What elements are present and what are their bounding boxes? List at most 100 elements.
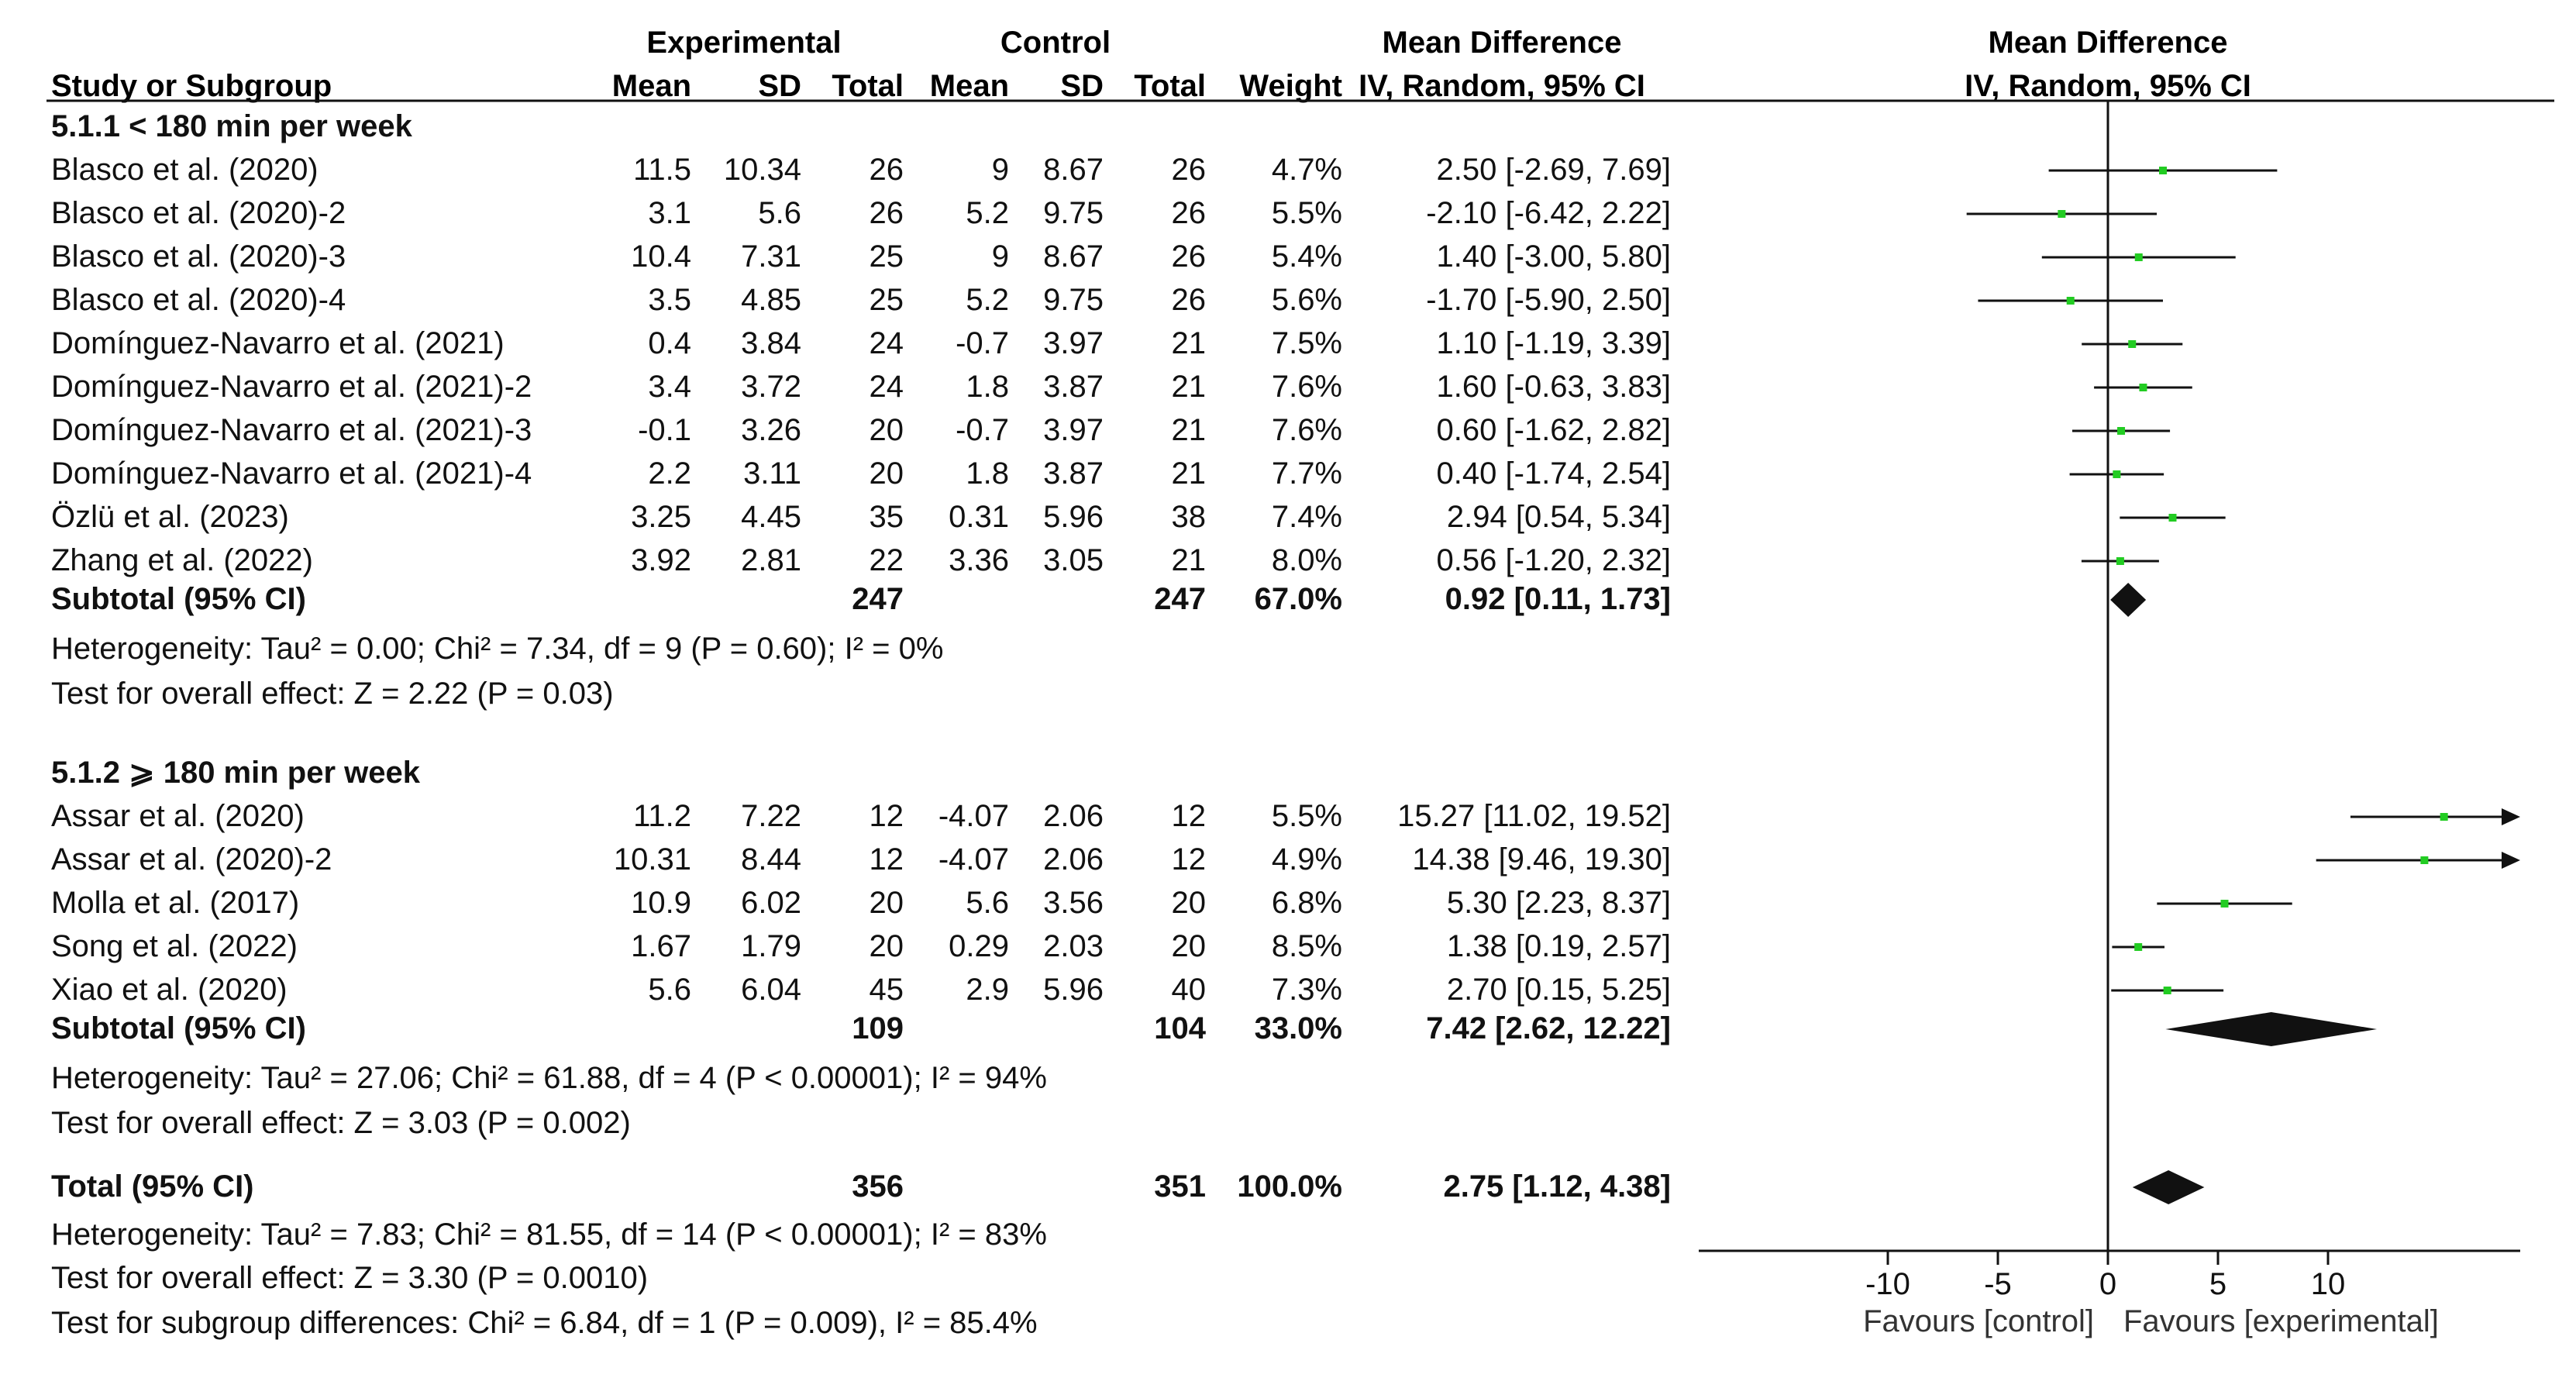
mean-experimental: 10.4 [631, 239, 691, 274]
total-experimental: 25 [870, 283, 904, 317]
subtotal-total-experimental: 247 [852, 582, 904, 616]
total-experimental: 12 [870, 842, 904, 877]
study-ci-text: 2.50 [-2.69, 7.69] [1437, 153, 1671, 187]
effect-marker [2163, 987, 2171, 994]
mean-experimental: 3.4 [648, 370, 691, 404]
mean-experimental: 0.4 [648, 326, 691, 360]
overall-effect-text: Test for overall effect: Z = 2.22 (P = 0… [51, 677, 614, 711]
subtotal-ci-text: 7.42 [2.62, 12.22] [1426, 1011, 1671, 1045]
mean-experimental: 10.9 [631, 886, 691, 920]
effect-marker [2066, 297, 2075, 305]
sd-control: 9.75 [1043, 196, 1104, 230]
mean-control: 5.2 [966, 283, 1009, 317]
study-name: Assar et al. (2020) [51, 799, 305, 833]
sd-experimental: 6.02 [741, 886, 801, 920]
axis-tick-label: 0 [2099, 1267, 2116, 1301]
total-overall-effect-text: Test for overall effect: Z = 3.30 (P = 0… [51, 1261, 648, 1295]
study-column-header: Study or Subgroup [51, 69, 332, 103]
effect-marker [2134, 253, 2143, 261]
study-ci-text: 1.10 [-1.19, 3.39] [1437, 326, 1671, 360]
study-ci-text: 14.38 [9.46, 19.30] [1412, 842, 1671, 877]
subtotal-total-control: 247 [1154, 582, 1206, 616]
total-weight: 100.0% [1237, 1169, 1342, 1204]
sd-experimental: 3.26 [741, 413, 801, 447]
mean-experimental: 5.6 [648, 973, 691, 1007]
ci-overflow-arrow [2502, 852, 2520, 869]
total-total-experimental: 356 [852, 1169, 904, 1204]
study-name: Domínguez-Navarro et al. (2021) [51, 326, 505, 360]
sd-e-header: SD [758, 69, 801, 103]
subgroup-title: 5.1.2 ⩾ 180 min per week [51, 756, 421, 790]
mean-experimental: 1.67 [631, 929, 691, 963]
total-experimental: 20 [870, 886, 904, 920]
sd-control: 3.97 [1043, 413, 1104, 447]
mean-control: -4.07 [938, 799, 1009, 833]
study-name: Assar et al. (2020)-2 [51, 842, 332, 877]
mean-experimental: 10.31 [614, 842, 691, 877]
mean-experimental: 3.1 [648, 196, 691, 230]
sd-control: 5.96 [1043, 500, 1104, 534]
plot-method-header: IV, Random, 95% CI [1965, 69, 2251, 103]
total-control: 21 [1172, 413, 1207, 447]
mean-experimental: 3.5 [648, 283, 691, 317]
study-name: Song et al. (2022) [51, 929, 298, 963]
weight-header: Weight [1239, 69, 1342, 103]
effect-marker [2220, 900, 2229, 908]
total-label: Total (95% CI) [51, 1169, 254, 1204]
mean-experimental: 11.2 [633, 799, 691, 833]
sd-experimental: 3.11 [743, 456, 801, 491]
study-weight: 4.9% [1272, 842, 1342, 877]
sd-control: 8.67 [1043, 239, 1104, 274]
sd-control: 3.97 [1043, 326, 1104, 360]
total-e-header: Total [832, 69, 904, 103]
total-experimental: 22 [870, 543, 904, 577]
study-name: Blasco et al. (2020) [51, 153, 319, 187]
total-experimental: 20 [870, 456, 904, 491]
heterogeneity-text: Heterogeneity: Tau² = 27.06; Chi² = 61.8… [51, 1061, 1047, 1095]
sd-control: 3.05 [1043, 543, 1104, 577]
total-experimental: 25 [870, 239, 904, 274]
mean-control: 5.6 [966, 886, 1009, 920]
sd-control: 2.06 [1043, 799, 1104, 833]
axis-tick-label: -10 [1865, 1267, 1910, 1301]
sd-control: 2.03 [1043, 929, 1104, 963]
sd-experimental: 7.31 [741, 239, 801, 274]
mean-e-header: Mean [612, 69, 691, 103]
total-control: 12 [1172, 799, 1207, 833]
mean-experimental: 2.2 [648, 456, 691, 491]
study-weight: 6.8% [1272, 886, 1342, 920]
mean-control: 9 [992, 153, 1009, 187]
total-control: 21 [1172, 543, 1207, 577]
table-rows: 5.1.1 < 180 min per week Blasco et al. (2… [51, 109, 1671, 1340]
sd-experimental: 6.04 [741, 973, 801, 1007]
axis-tick-label: 10 [2311, 1267, 2346, 1301]
study-name: Molla et al. (2017) [51, 886, 299, 920]
mean-control: -0.7 [956, 326, 1009, 360]
total-experimental: 24 [870, 370, 904, 404]
effect-marker [2116, 557, 2124, 565]
total-experimental: 26 [870, 153, 904, 187]
sd-experimental: 5.6 [758, 196, 801, 230]
study-weight: 7.6% [1272, 370, 1342, 404]
total-experimental: 20 [870, 929, 904, 963]
sd-experimental: 7.22 [741, 799, 801, 833]
sd-control: 9.75 [1043, 283, 1104, 317]
total-experimental: 12 [870, 799, 904, 833]
total-ci-text: 2.75 [1.12, 4.38] [1443, 1169, 1671, 1204]
study-weight: 7.4% [1272, 500, 1342, 534]
study-ci-text: 5.30 [2.23, 8.37] [1447, 886, 1671, 920]
sd-control: 3.87 [1043, 370, 1104, 404]
study-name: Domínguez-Navarro et al. (2021)-3 [51, 413, 532, 447]
total-control: 40 [1172, 973, 1207, 1007]
sd-experimental: 4.45 [741, 500, 801, 534]
mean-control: 0.29 [949, 929, 1009, 963]
study-weight: 4.7% [1272, 153, 1342, 187]
study-name: Blasco et al. (2020)-3 [51, 239, 346, 274]
sd-control: 3.87 [1043, 456, 1104, 491]
study-ci-text: -2.10 [-6.42, 2.22] [1426, 196, 1671, 230]
mean-control: 1.8 [966, 370, 1009, 404]
heterogeneity-text: Heterogeneity: Tau² = 0.00; Chi² = 7.34,… [51, 632, 943, 666]
total-experimental: 26 [870, 196, 904, 230]
study-ci-text: 0.56 [-1.20, 2.32] [1437, 543, 1671, 577]
study-ci-text: 1.38 [0.19, 2.57] [1447, 929, 1671, 963]
